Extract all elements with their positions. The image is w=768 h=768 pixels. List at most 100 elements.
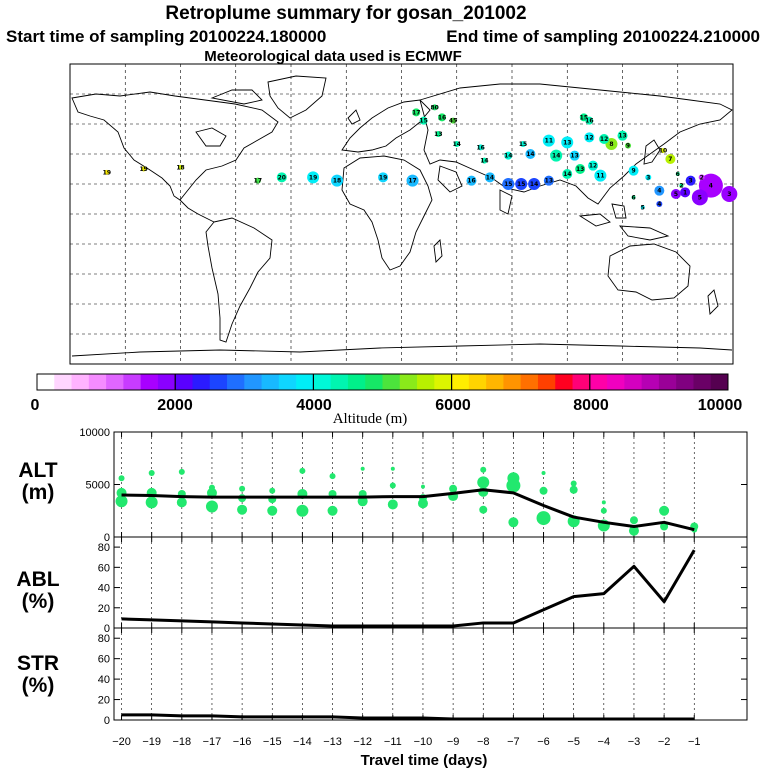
map-point: 14 <box>528 178 541 190</box>
abl-panel-unit: (%) <box>22 590 55 613</box>
map-point: 13 <box>569 150 580 161</box>
panel-frame <box>113 536 748 629</box>
x-tick-label: −8 <box>477 736 490 748</box>
x-tick-label: −9 <box>447 736 460 748</box>
map-point: 12 <box>599 134 610 144</box>
map-point-marker <box>481 157 488 164</box>
map-point-marker <box>276 172 287 183</box>
map-point: 19 <box>307 171 320 184</box>
alt-scatter-point <box>660 522 669 531</box>
map-point-marker <box>698 174 705 181</box>
map-point: 4 <box>656 201 663 208</box>
alt-scatter-point <box>267 505 278 516</box>
y-tick-label: 0 <box>104 715 110 727</box>
map-point-marker <box>528 178 541 190</box>
x-tick-label: −20 <box>112 736 131 748</box>
map-point: 14 <box>525 149 536 159</box>
map-point-label: 15 <box>517 181 525 188</box>
map-point-marker <box>453 141 460 147</box>
alt-scatter-point <box>118 475 125 482</box>
map-point-label: 13 <box>618 133 626 140</box>
y-tick-label: 60 <box>98 562 110 574</box>
map-point-label: 14 <box>563 171 571 178</box>
map-point-marker <box>585 116 594 125</box>
map-point-label: 7 <box>668 156 672 163</box>
map-point-marker <box>450 117 457 124</box>
map-point-marker <box>660 148 666 154</box>
map-point-label: 10 <box>659 148 667 155</box>
map-point-label: 11 <box>596 173 604 180</box>
colorbar-swatch <box>365 374 383 390</box>
map-point-marker <box>419 116 428 125</box>
alt-scatter-point <box>659 505 670 516</box>
x-tick-label: −13 <box>323 736 342 748</box>
map-point-label: 18 <box>333 178 341 185</box>
figure-title: Retroplume summary for gosan_201002 <box>165 3 526 24</box>
map-point-label: 6 <box>631 194 635 201</box>
x-tick-label: −12 <box>353 736 372 748</box>
map-point-label: 4 <box>657 188 661 195</box>
x-tick-label: −5 <box>567 736 580 748</box>
map-point-label: 13 <box>434 131 442 138</box>
map-point-marker <box>665 154 676 164</box>
map-point-label: 14 <box>480 158 488 165</box>
map-point-label: 19 <box>103 169 111 176</box>
map-point-marker <box>575 164 586 174</box>
colorbar-swatch <box>486 374 504 390</box>
map-point-label: 13 <box>570 153 578 160</box>
alt-scatter-point <box>479 505 488 514</box>
map-point: 5 <box>670 189 681 199</box>
x-tick-label: −2 <box>658 736 671 748</box>
map-point-marker <box>588 160 599 171</box>
map-point: 10 <box>659 148 667 155</box>
str-panel-unit: (%) <box>22 674 55 697</box>
y-tick-label: 0 <box>104 532 110 544</box>
colorbar-swatch <box>227 374 245 390</box>
map-point-label: 14 <box>504 153 512 160</box>
alt-scatter-point <box>206 487 217 498</box>
map-point-label: 5 <box>641 204 645 211</box>
map-point: 16 <box>438 113 446 122</box>
map-point-label: 17 <box>412 109 420 116</box>
map-point-label: 12 <box>585 134 593 141</box>
map-point-label: 12 <box>589 163 597 170</box>
colorbar-tick-label: 6000 <box>435 397 471 414</box>
alt-panel: 0 5000 10000 <box>79 427 748 544</box>
alt-scatter-point <box>269 487 276 494</box>
map-point: 14 <box>484 172 495 183</box>
map-point-marker <box>412 108 421 117</box>
map-point: 15 <box>519 141 527 148</box>
alt-scatter-point <box>205 500 218 513</box>
map-point-label: 18 <box>176 164 184 171</box>
map-point-label: 9 <box>631 168 635 175</box>
map-point: 14 <box>480 157 489 165</box>
map-point-marker <box>520 141 527 147</box>
alt-scatter-point <box>237 504 248 515</box>
x-tick-label: −7 <box>507 736 520 748</box>
y-tick-label: 0 <box>104 623 110 635</box>
colorbar-swatch <box>503 374 522 390</box>
map-point: 11 <box>594 169 607 182</box>
map-point: 3 <box>645 174 652 181</box>
map-point: 3 <box>721 186 738 202</box>
map-point: 11 <box>542 134 555 147</box>
alt-scatter-point <box>508 517 519 528</box>
map-point-label: 4 <box>709 183 713 190</box>
colorbar-swatch <box>313 374 332 390</box>
map-point-marker <box>307 171 320 184</box>
map-point: 16 <box>585 116 594 125</box>
map-point: 45 <box>449 117 457 125</box>
panel-frame <box>113 431 748 538</box>
map-point-label: 16 <box>477 144 485 151</box>
colorbar-swatch <box>624 374 643 390</box>
colorbar-tick-label: 4000 <box>296 397 332 414</box>
map-point: 5 <box>641 204 645 211</box>
str-panel: 0 20 40 60 80 <box>98 627 748 727</box>
map-point: 19 <box>139 166 147 173</box>
map-point: 18 <box>331 174 344 187</box>
map-point: 16 <box>466 175 477 186</box>
x-axis-label: Travel time (days) <box>361 752 488 768</box>
alt-scatter-point <box>420 484 425 489</box>
